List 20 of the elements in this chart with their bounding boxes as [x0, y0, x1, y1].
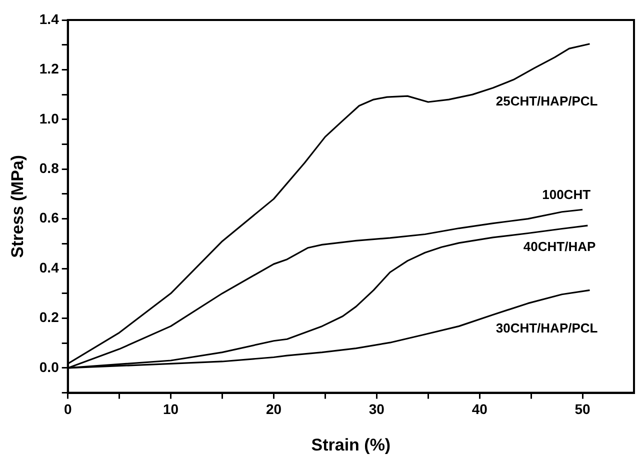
- x-axis-title: Strain (%): [311, 435, 391, 454]
- series-label: 40CHT/HAP: [523, 238, 596, 254]
- x-tick-label: 10: [163, 401, 179, 418]
- series-label: 30CHT/HAP/PCL: [496, 320, 598, 336]
- x-tick-label: 50: [574, 401, 591, 418]
- x-tick-label: 0: [64, 401, 72, 418]
- y-tick-label: 0.4: [39, 259, 60, 276]
- x-tick-label: 40: [472, 401, 488, 418]
- y-tick-label: 0.0: [39, 358, 60, 375]
- series-label: 25CHT/HAP/PCL: [496, 93, 598, 108]
- y-tick-label: 0.8: [39, 160, 60, 176]
- y-axis-title: Stress (MPa): [8, 154, 27, 258]
- y-tick-label: 0.2: [39, 309, 60, 326]
- y-tick-label: 1.0: [39, 110, 60, 126]
- y-tick-label: 1.4: [39, 10, 60, 27]
- x-tick-label: 30: [368, 401, 385, 418]
- y-tick-label: 1.2: [39, 60, 60, 77]
- x-tick-label: 20: [266, 401, 282, 418]
- series-label: 100CHT: [542, 187, 591, 202]
- y-tick-label: 0.6: [39, 210, 60, 226]
